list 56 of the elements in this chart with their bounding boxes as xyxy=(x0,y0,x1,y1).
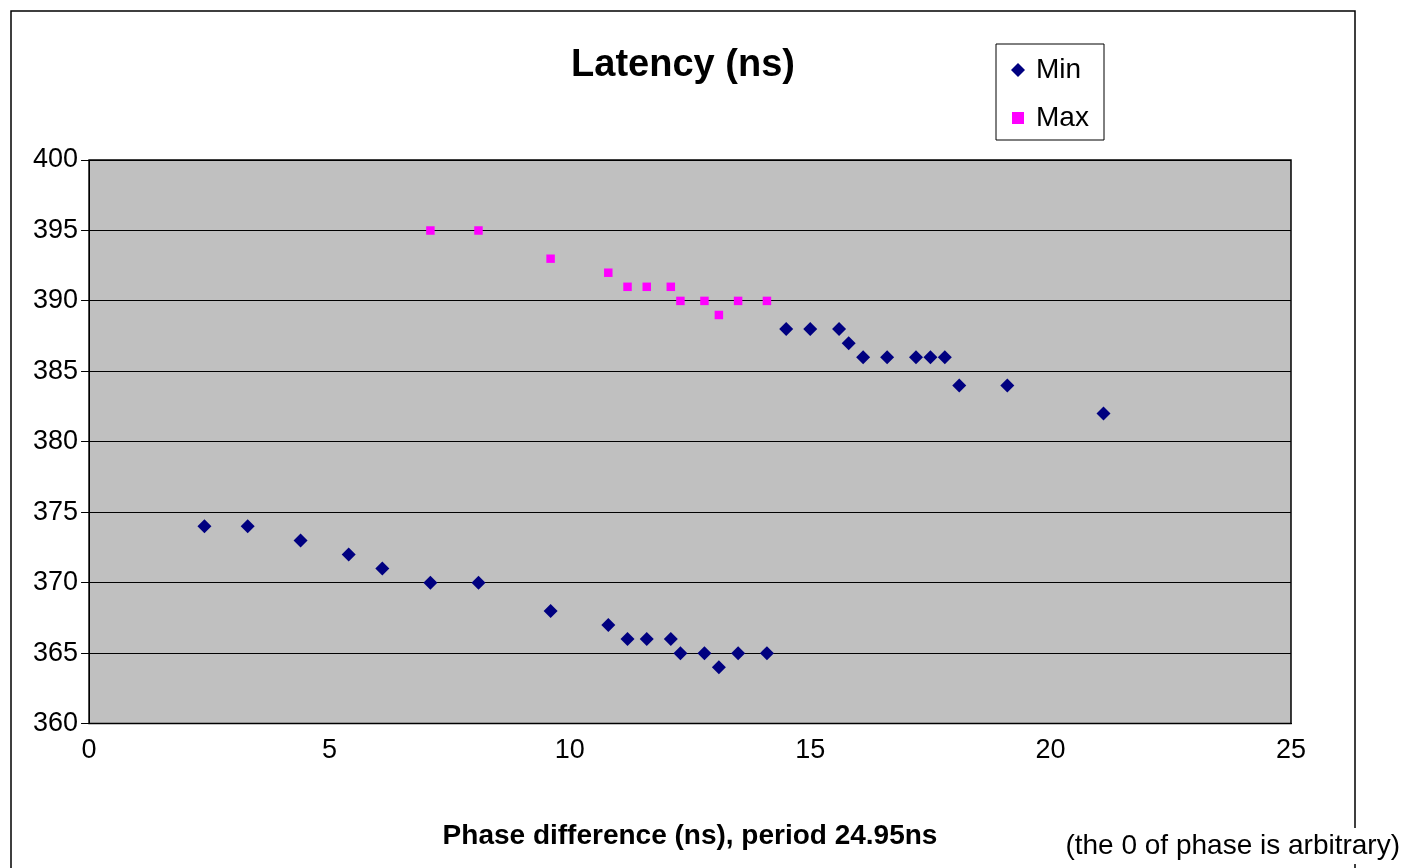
point xyxy=(779,322,794,337)
point xyxy=(543,603,558,618)
point xyxy=(832,322,847,337)
point xyxy=(663,632,678,647)
point xyxy=(856,350,871,365)
point xyxy=(197,519,212,534)
y-tick-label: 365 xyxy=(32,636,79,667)
y-tick-label: 360 xyxy=(32,707,79,738)
point xyxy=(474,226,483,235)
x-tick-label: 25 xyxy=(1275,734,1307,765)
point xyxy=(759,646,774,661)
point xyxy=(676,296,685,306)
y-tick-label: 390 xyxy=(32,284,79,315)
x-tick-label: 0 xyxy=(81,734,97,765)
point xyxy=(620,632,635,647)
point xyxy=(423,575,438,590)
point xyxy=(1000,378,1015,393)
y-tick-label: 370 xyxy=(32,566,79,597)
x-tick-label: 5 xyxy=(321,734,337,765)
point xyxy=(604,268,613,277)
point xyxy=(341,547,356,562)
point xyxy=(293,533,308,548)
x-tick-label: 15 xyxy=(795,734,826,765)
point xyxy=(623,282,632,292)
y-tick-label: 395 xyxy=(32,213,79,244)
point xyxy=(639,632,654,647)
point xyxy=(697,646,712,661)
chart-title: Latency (ns) xyxy=(571,42,795,85)
point xyxy=(841,336,856,351)
point xyxy=(908,350,923,365)
point xyxy=(711,660,726,675)
x-tick-label: 10 xyxy=(554,734,585,765)
point xyxy=(375,561,390,576)
point xyxy=(601,617,616,632)
legend-label: Min xyxy=(1036,52,1082,84)
point xyxy=(700,296,709,306)
x-axis-title: Phase difference (ns), period 24.95ns xyxy=(442,818,938,850)
point xyxy=(880,350,895,365)
x-tick-label: 20 xyxy=(1035,734,1066,765)
point xyxy=(803,322,818,337)
y-tick-label: 375 xyxy=(32,495,79,526)
point xyxy=(673,646,688,661)
point xyxy=(240,519,255,534)
point xyxy=(546,254,555,263)
point xyxy=(1096,406,1111,421)
point xyxy=(426,226,435,235)
legend-label: Max xyxy=(1036,100,1089,132)
point xyxy=(731,646,746,661)
text: (the 0 of phase is arbitrary) xyxy=(1065,828,1400,860)
point xyxy=(952,378,967,393)
point xyxy=(937,350,952,365)
y-tick-label: 400 xyxy=(32,143,79,174)
point xyxy=(471,575,486,590)
point xyxy=(923,350,938,365)
y-tick-label: 385 xyxy=(32,354,79,385)
y-tick-label: 380 xyxy=(32,425,79,456)
